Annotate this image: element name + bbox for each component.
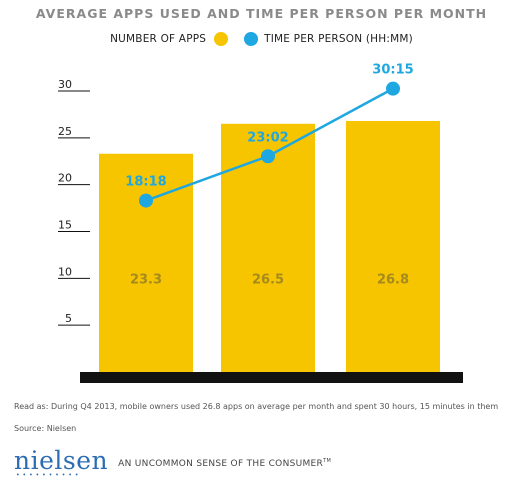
time-point-label-3: 30:15: [372, 63, 413, 78]
legend-item-apps: NUMBER OF APPS: [110, 32, 229, 46]
y-tick-label-10: 10: [58, 265, 72, 278]
legend-label-time: TIME PER PERSON (HH:MM): [264, 33, 413, 45]
y-tick-label-25: 25: [58, 125, 72, 138]
source-note: Source: Nielsen: [14, 424, 77, 433]
tagline: AN UNCOMMON SENSE OF THE CONSUMERTM: [118, 458, 331, 469]
brand-footer: nielsen •••••••••• AN UNCOMMON SENSE OF …: [14, 446, 331, 479]
y-tick-label-20: 20: [58, 172, 72, 185]
x-axis-baseline: [80, 372, 463, 383]
time-point-1: [139, 193, 153, 208]
logo-dots: ••••••••••: [16, 472, 82, 479]
y-tick-label-15: 15: [58, 219, 72, 232]
time-point-label-2: 23:02: [247, 130, 288, 145]
legend-label-apps: NUMBER OF APPS: [110, 33, 207, 45]
logo-text: nielsen: [14, 446, 109, 475]
y-tick-label-5: 5: [65, 312, 72, 325]
legend-swatch-apps: [214, 32, 229, 46]
time-point-3: [386, 81, 400, 96]
y-tick-label-30: 30: [58, 78, 72, 91]
read-as-note: Read as: During Q4 2013, mobile owners u…: [14, 402, 499, 411]
bar-value-label-3: 26.8: [377, 272, 409, 287]
tagline-tm: TM: [323, 458, 332, 464]
bar-value-label-2: 26.5: [252, 272, 284, 287]
time-point-2: [261, 149, 275, 164]
legend-item-time: TIME PER PERSON (HH:MM): [244, 32, 413, 46]
chart-legend: NUMBER OF APPS TIME PER PERSON (HH:MM): [0, 32, 523, 46]
nielsen-logo: nielsen ••••••••••: [14, 446, 109, 479]
bar-2: [221, 123, 315, 373]
chart-title: AVERAGE APPS USED AND TIME PER PERSON PE…: [35, 6, 488, 21]
bar-3: [346, 120, 440, 373]
chart-plot: 5 10 15 20 25 30 23.3 26.5 26.8 18:18 23:02 30:15: [58, 63, 463, 383]
legend-swatch-time: [244, 32, 259, 46]
bar-value-label-1: 23.3: [130, 272, 162, 287]
time-point-label-1: 18:18: [125, 175, 166, 190]
tagline-text: AN UNCOMMON SENSE OF THE CONSUMER: [118, 459, 324, 469]
